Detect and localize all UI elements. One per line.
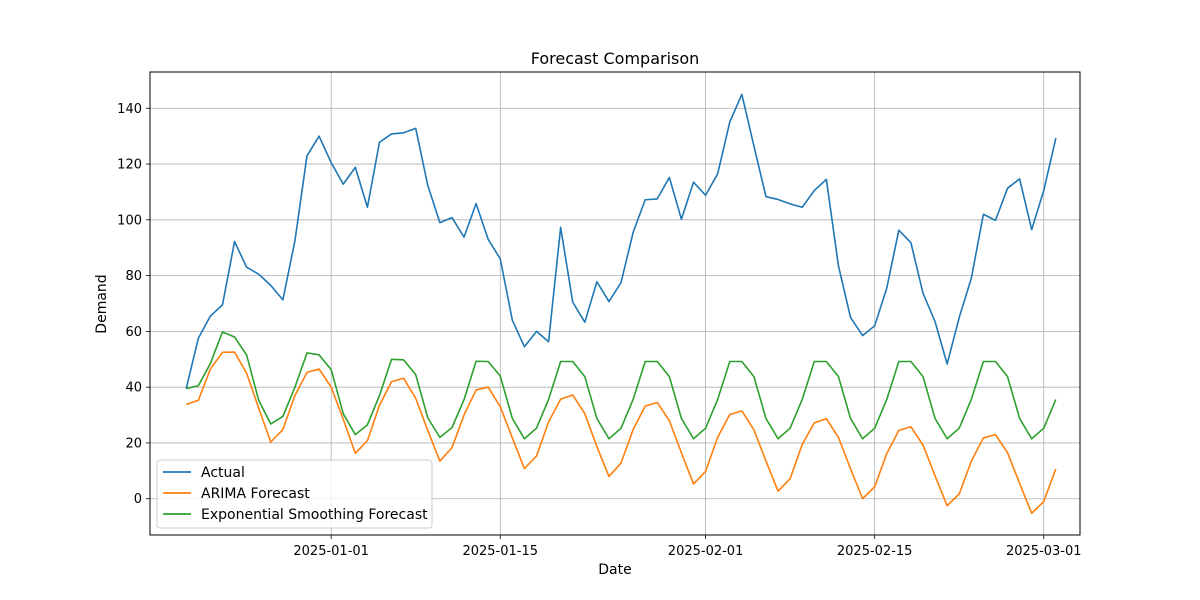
legend-label-exponential-smoothing-forecast: Exponential Smoothing Forecast [201,507,428,523]
y-tick-label: 140 [117,102,142,117]
y-tick-label: 60 [125,325,142,340]
y-tick-label: 80 [125,269,142,284]
series-line-arima-forecast [185,351,1057,515]
grid [150,72,1080,535]
x-tick-label: 2025-01-01 [293,544,369,559]
legend-label-arima-forecast: ARIMA Forecast [201,486,310,502]
x-tick-label: 2025-01-15 [462,544,538,559]
x-axis-title: Date [598,562,631,578]
plot-frame [149,71,1081,536]
y-tick-label: 0 [134,492,142,507]
series-line-exponential-smoothing-forecast [186,331,1057,440]
x-axis: 2025-01-01 2025-01-15 2025-02-01 2025-02-15… [293,535,1082,559]
y-tick-label: 100 [117,213,142,228]
y-axis-title: Demand [94,274,110,333]
y-tick-label: 20 [125,436,142,451]
x-tick-label: 2025-02-01 [668,544,744,559]
y-axis: 0 20 40 60 80 100 120 140 [117,102,150,507]
chart-title: Forecast Comparison [531,49,700,68]
legend-box [156,459,433,529]
y-tick-label: 120 [117,158,142,173]
legend: Actual ARIMA Forecast Exponential Smoothin… [156,459,433,529]
x-tick-label: 2025-02-15 [837,544,913,559]
series-lines [185,93,1057,515]
y-tick-label: 40 [125,381,142,396]
series-line-actual [185,93,1057,389]
x-tick-label: 2025-03-01 [1006,544,1082,559]
legend-label-actual: Actual [201,465,245,481]
